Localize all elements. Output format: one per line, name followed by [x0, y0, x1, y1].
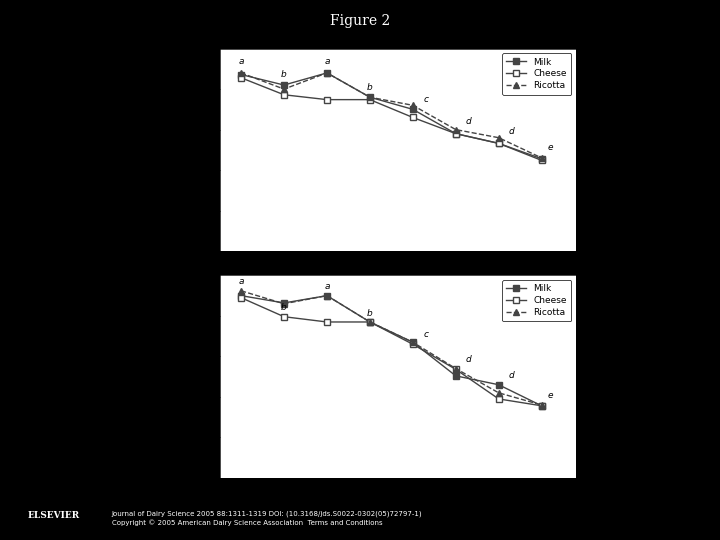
Cheese	[237, 294, 246, 301]
Text: a: a	[238, 278, 244, 286]
Text: d: d	[509, 371, 515, 380]
Text: d: d	[466, 117, 472, 126]
Ricotta	[237, 70, 246, 76]
Text: b: b	[367, 309, 373, 318]
Ricotta	[451, 126, 460, 133]
Ricotta	[451, 365, 460, 372]
Ricotta	[537, 154, 546, 161]
Line: Milk: Milk	[238, 293, 544, 409]
Milk	[237, 71, 246, 78]
Milk	[323, 70, 331, 76]
Text: c: c	[423, 330, 428, 339]
Cheese	[495, 140, 503, 146]
Ricotta	[323, 292, 331, 299]
Cheese	[279, 91, 288, 98]
Cheese	[323, 96, 331, 103]
Cheese	[323, 319, 331, 325]
Text: b: b	[281, 303, 287, 312]
Y-axis label: c9t11 CLA (mg/100 mg of FAME): c9t11 CLA (mg/100 mg of FAME)	[183, 77, 192, 223]
Milk	[366, 319, 374, 325]
Milk	[537, 402, 546, 409]
Ricotta	[408, 102, 417, 109]
Milk	[237, 292, 246, 299]
Ricotta	[495, 134, 503, 141]
Cheese	[408, 341, 417, 348]
Ricotta	[495, 389, 503, 396]
Ricotta	[323, 70, 331, 76]
Ricotta	[366, 319, 374, 325]
Ricotta	[237, 287, 246, 294]
Text: d: d	[509, 127, 515, 136]
Text: Copyright © 2005 American Dairy Science Association  Terms and Conditions: Copyright © 2005 American Dairy Science …	[112, 519, 382, 526]
Milk	[495, 381, 503, 388]
Milk	[408, 106, 417, 112]
Cheese	[408, 114, 417, 120]
Y-axis label: t11 C18:1 (mg/100 mg of FAME): t11 C18:1 (mg/100 mg of FAME)	[192, 305, 201, 449]
Text: a: a	[324, 57, 330, 66]
Cheese	[451, 366, 460, 373]
Ricotta	[366, 94, 374, 100]
Line: Milk: Milk	[238, 70, 544, 161]
Cheese	[451, 130, 460, 137]
Milk	[408, 339, 417, 346]
Ricotta	[279, 300, 288, 307]
Milk	[537, 156, 546, 162]
Text: e: e	[547, 143, 553, 152]
Text: c: c	[423, 94, 428, 104]
Text: Figure 2: Figure 2	[330, 14, 390, 28]
Milk	[451, 373, 460, 379]
Cheese	[537, 157, 546, 164]
Cheese	[366, 319, 374, 325]
Cheese	[279, 313, 288, 320]
Text: a: a	[238, 57, 244, 66]
Text: b: b	[281, 70, 287, 79]
Text: a: a	[324, 282, 330, 291]
Cheese	[237, 75, 246, 81]
Milk	[366, 94, 374, 100]
Line: Ricotta: Ricotta	[238, 70, 544, 161]
Milk	[279, 300, 288, 306]
Text: ELSEVIER: ELSEVIER	[28, 511, 80, 520]
Line: Cheese: Cheese	[238, 295, 544, 409]
Line: Cheese: Cheese	[238, 75, 544, 163]
Text: d: d	[466, 355, 472, 364]
Legend: Milk, Cheese, Ricotta: Milk, Cheese, Ricotta	[502, 53, 572, 94]
Ricotta	[537, 402, 546, 408]
Text: Journal of Dairy Science 2005 88:1311-1319 DOI: (10.3168/jds.S0022-0302(05)72797: Journal of Dairy Science 2005 88:1311-13…	[112, 510, 422, 517]
Cheese	[366, 96, 374, 103]
Milk	[323, 292, 331, 299]
Cheese	[537, 402, 546, 409]
Text: b: b	[367, 83, 373, 92]
Milk	[279, 82, 288, 88]
Text: e: e	[547, 391, 553, 400]
Milk	[495, 140, 503, 146]
Ricotta	[279, 86, 288, 92]
Milk	[451, 130, 460, 137]
Cheese	[495, 396, 503, 402]
Legend: Milk, Cheese, Ricotta: Milk, Cheese, Ricotta	[502, 280, 572, 321]
Line: Ricotta: Ricotta	[238, 288, 544, 408]
Ricotta	[408, 339, 417, 346]
